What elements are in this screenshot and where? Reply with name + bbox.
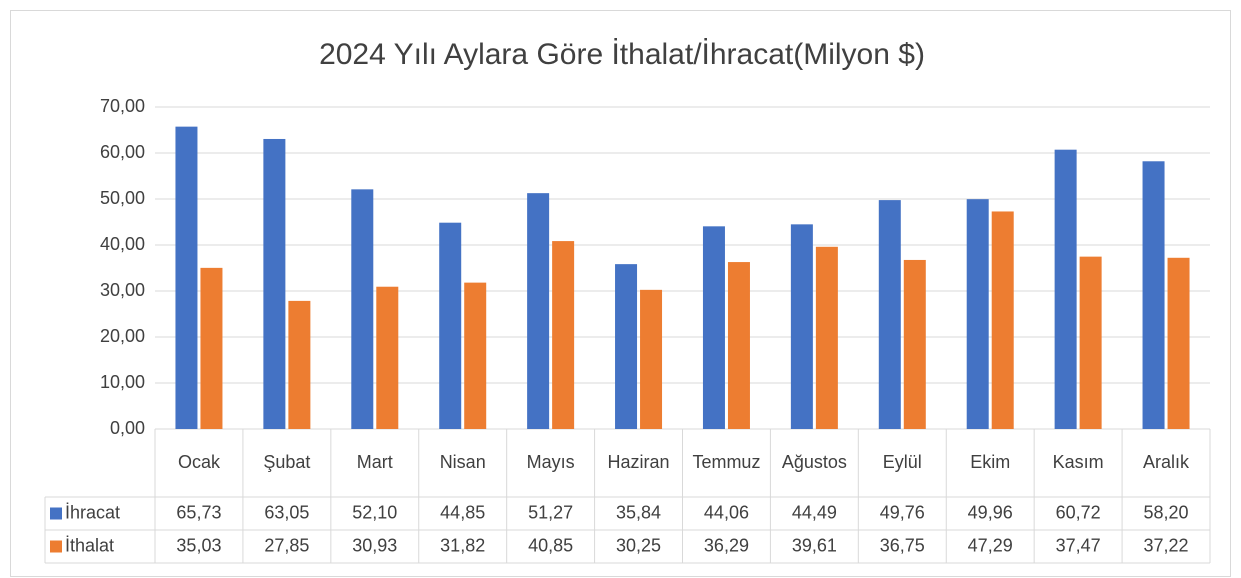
bar: [1167, 257, 1190, 429]
x-tick-label: Ağustos: [782, 452, 847, 472]
bar: [1142, 161, 1165, 429]
table-value: 37,22: [1144, 535, 1189, 555]
legend-swatch: [50, 507, 62, 520]
bar: [351, 189, 374, 429]
bar: [288, 300, 311, 429]
bar: [175, 126, 198, 429]
table-value: 51,27: [528, 502, 573, 522]
x-tick-label: Aralık: [1143, 452, 1190, 472]
bar: [439, 222, 462, 429]
table-value: 52,10: [352, 502, 397, 522]
x-tick-label: Temmuz: [692, 452, 760, 472]
bar: [376, 286, 399, 429]
bar: [991, 211, 1014, 429]
table-value: 36,29: [704, 535, 749, 555]
legend-swatch: [50, 540, 62, 553]
bar: [464, 282, 487, 429]
y-tick-label: 30,00: [100, 280, 145, 300]
bar: [527, 193, 550, 429]
bar: [966, 199, 989, 429]
table-value: 30,25: [616, 535, 661, 555]
table-value: 36,75: [880, 535, 925, 555]
y-tick-label: 40,00: [100, 234, 145, 254]
bar: [903, 259, 926, 429]
table-value: 30,93: [352, 535, 397, 555]
table-value: 31,82: [440, 535, 485, 555]
bar: [263, 138, 286, 429]
table-value: 47,29: [968, 535, 1013, 555]
bar: [702, 226, 725, 429]
table-value: 49,96: [968, 502, 1013, 522]
chart-title: 2024 Yılı Aylara Göre İthalat/İhracat(Mi…: [319, 38, 925, 71]
x-tick-label: Mayıs: [527, 452, 575, 472]
bar: [1079, 256, 1102, 429]
table-value: 37,47: [1056, 535, 1101, 555]
x-tick-label: Eylül: [883, 452, 922, 472]
table-value: 44,06: [704, 502, 749, 522]
x-tick-label: Nisan: [440, 452, 486, 472]
x-tick-label: Mart: [357, 452, 393, 472]
y-tick-label: 50,00: [100, 188, 145, 208]
bar: [815, 246, 838, 429]
y-tick-label: 0,00: [110, 418, 145, 438]
legend-label: İthalat: [65, 535, 114, 555]
table-value: 60,72: [1056, 502, 1101, 522]
y-tick-label: 20,00: [100, 326, 145, 346]
x-tick-label: Ocak: [178, 452, 221, 472]
bar: [878, 200, 901, 429]
table-value: 27,85: [264, 535, 309, 555]
table-value: 39,61: [792, 535, 837, 555]
table-value: 44,85: [440, 502, 485, 522]
x-tick-label: Kasım: [1053, 452, 1104, 472]
table-value: 44,49: [792, 502, 837, 522]
bar: [200, 267, 223, 429]
x-tick-label: Şubat: [263, 452, 310, 472]
legend-label: İhracat: [65, 502, 120, 522]
table-value: 49,76: [880, 502, 925, 522]
bar: [1054, 149, 1077, 430]
bar: [727, 262, 750, 429]
table-value: 35,84: [616, 502, 661, 522]
x-tick-label: Ekim: [970, 452, 1010, 472]
y-tick-label: 60,00: [100, 142, 145, 162]
table-value: 40,85: [528, 535, 573, 555]
bar: [552, 241, 575, 429]
table-value: 63,05: [264, 502, 309, 522]
y-tick-label: 10,00: [100, 372, 145, 392]
bar: [615, 264, 638, 429]
y-tick-label: 70,00: [100, 96, 145, 116]
table-value: 65,73: [176, 502, 221, 522]
bar: [790, 224, 813, 429]
table-value: 58,20: [1144, 502, 1189, 522]
table-value: 35,03: [176, 535, 221, 555]
bar: [640, 289, 663, 429]
x-tick-label: Haziran: [608, 452, 670, 472]
